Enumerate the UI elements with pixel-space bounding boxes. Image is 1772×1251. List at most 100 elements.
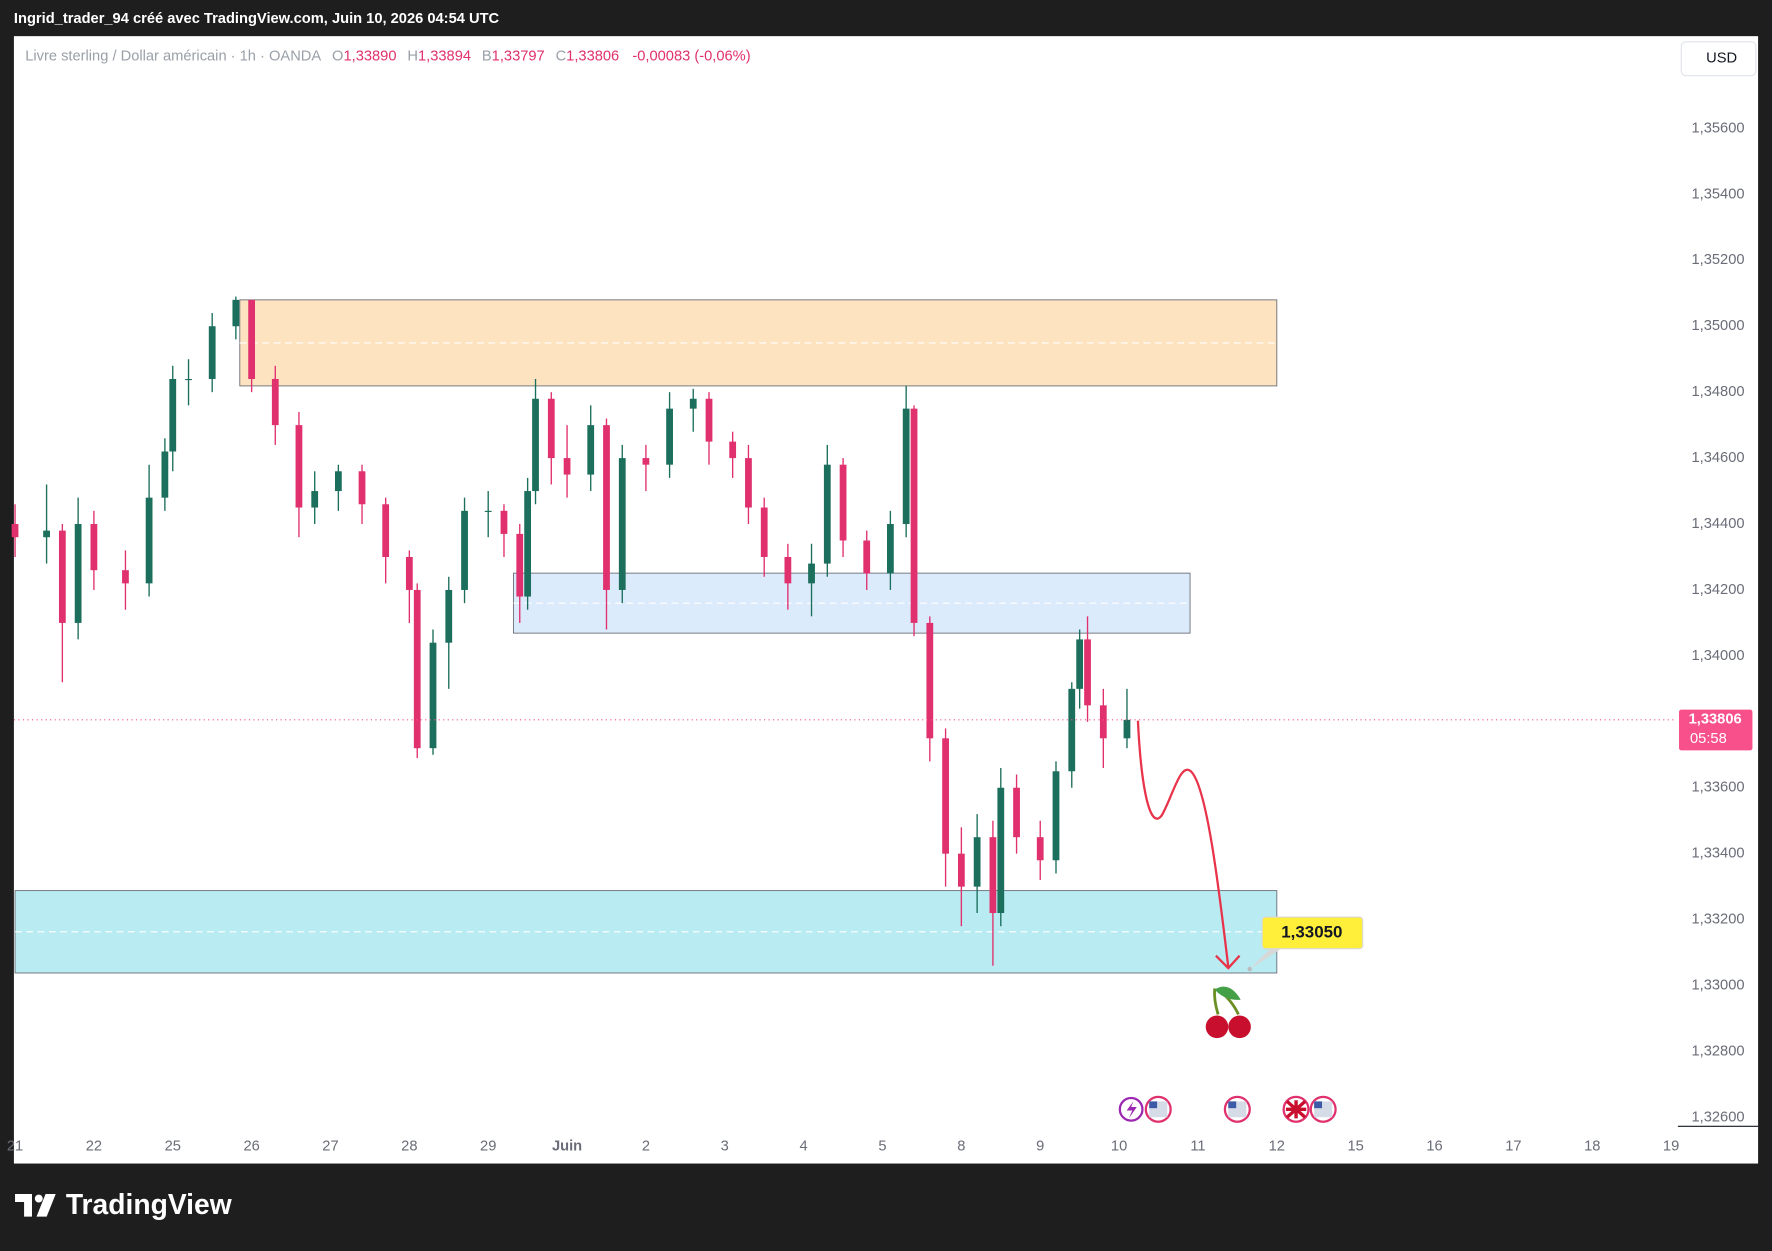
last-price-box [1679, 709, 1753, 751]
candle-body [1013, 787, 1020, 838]
y-tick-label: 1,35400 [1691, 186, 1744, 202]
target-label: 1,33050 [1281, 922, 1342, 941]
y-tick-label: 1,33400 [1691, 846, 1744, 862]
candle-body [43, 530, 50, 538]
candle-body [145, 497, 153, 584]
candle-body [461, 510, 468, 590]
candle-body [334, 471, 342, 492]
header-text: Ingrid_trader_94 créé avec TradingView.c… [14, 11, 500, 27]
arrow-head [1215, 954, 1241, 970]
y-tick-label: 1,33000 [1691, 977, 1744, 993]
x-tick-label: 5 [878, 1138, 886, 1154]
candle-body [642, 458, 650, 465]
candle-body [1084, 639, 1091, 706]
candle-body [185, 378, 192, 381]
currency-button[interactable] [1680, 41, 1757, 77]
x-tick-label: 3 [721, 1138, 729, 1154]
brand: TradingView [66, 1188, 233, 1220]
x-tick-label: 10 [1111, 1138, 1127, 1154]
x-tick-label: 4 [800, 1138, 808, 1154]
candle-body [429, 642, 437, 749]
countdown: 05:58 [1690, 731, 1727, 747]
candle-body [587, 425, 595, 475]
candle-body [957, 853, 965, 887]
candle-body [248, 299, 256, 379]
y-tick-label: 1,34000 [1691, 648, 1744, 664]
candle-body [823, 464, 831, 564]
candle-body [1068, 688, 1076, 772]
candle-body [689, 398, 697, 409]
candle-body [311, 491, 319, 508]
x-tick-label: 21 [7, 1138, 23, 1154]
candle-body [863, 540, 871, 574]
candle-body [760, 507, 768, 557]
candle-body [169, 378, 177, 452]
candle-body [232, 299, 240, 327]
candle-body [484, 510, 492, 512]
event-icons[interactable] [1118, 1095, 1337, 1123]
change: -0,00083 (-0,06%) [632, 48, 750, 64]
candle-body [603, 425, 610, 590]
candle-body [1099, 705, 1107, 739]
candle-body [208, 326, 216, 379]
candle-body [90, 524, 98, 571]
projection-arrow [1136, 720, 1230, 968]
legend: Livre sterling / Dollar américain · 1h ·… [25, 48, 750, 64]
candle-body [666, 408, 673, 465]
candle-body [445, 589, 453, 643]
candle-body [745, 458, 752, 508]
x-tick-label: 2 [642, 1138, 650, 1154]
zone [512, 572, 1191, 634]
plot: 1,35600 1,35400 1,35200 1,35000 1,34800 1,346… [7, 120, 1759, 1164]
candle-body [532, 398, 539, 492]
candle-body [413, 589, 421, 749]
x-tick-label: 19 [1663, 1138, 1679, 1154]
y-tick-label: 1,34600 [1691, 450, 1744, 466]
x-tick-label: Juin [552, 1138, 582, 1154]
close: 1,33806 [566, 48, 619, 64]
low: 1,33797 [492, 48, 545, 64]
x-tick-label: 25 [165, 1138, 181, 1154]
x-tick-label: 8 [957, 1138, 965, 1154]
x-tick-label: 26 [243, 1138, 259, 1154]
y-tick-label: 1,34400 [1691, 516, 1744, 532]
y-tick-label: 1,33200 [1691, 911, 1744, 927]
b-label: B [482, 48, 492, 64]
high: 1,33894 [418, 48, 471, 64]
candle-body [887, 524, 894, 574]
candle-body [547, 398, 555, 459]
candle-body [161, 451, 169, 498]
x-tick-label: 16 [1426, 1138, 1442, 1154]
x-tick-label: 22 [86, 1138, 102, 1154]
logo-mark [15, 1194, 56, 1217]
target-box [1261, 916, 1364, 950]
candle-body [500, 510, 508, 534]
x-tick-label: 17 [1505, 1138, 1521, 1154]
candle-body [382, 504, 390, 557]
candle-body [405, 556, 413, 590]
candle-body [1123, 719, 1131, 739]
callout-pointer [1249, 948, 1282, 970]
candle-body [1052, 771, 1060, 861]
x-tick-label: 28 [401, 1138, 417, 1154]
candle-body [705, 398, 713, 442]
y-tick-label: 1,32600 [1691, 1109, 1744, 1125]
candle-body [358, 471, 366, 505]
candle-body [839, 464, 847, 541]
candle-body [910, 408, 918, 623]
candle-body [926, 622, 934, 739]
currency: USD [1706, 51, 1737, 67]
candle-body [729, 441, 737, 459]
candle-body [997, 787, 1005, 914]
zone [14, 890, 1278, 974]
y-tick-label: 1,34200 [1691, 582, 1744, 598]
symbol: Livre sterling / Dollar américain · 1h ·… [25, 48, 321, 64]
candle-body [58, 530, 66, 623]
candle-body [516, 533, 524, 597]
h-label: H [407, 48, 418, 64]
candle-body [1076, 639, 1084, 689]
candle-body [902, 408, 910, 525]
candle-body [942, 738, 949, 854]
